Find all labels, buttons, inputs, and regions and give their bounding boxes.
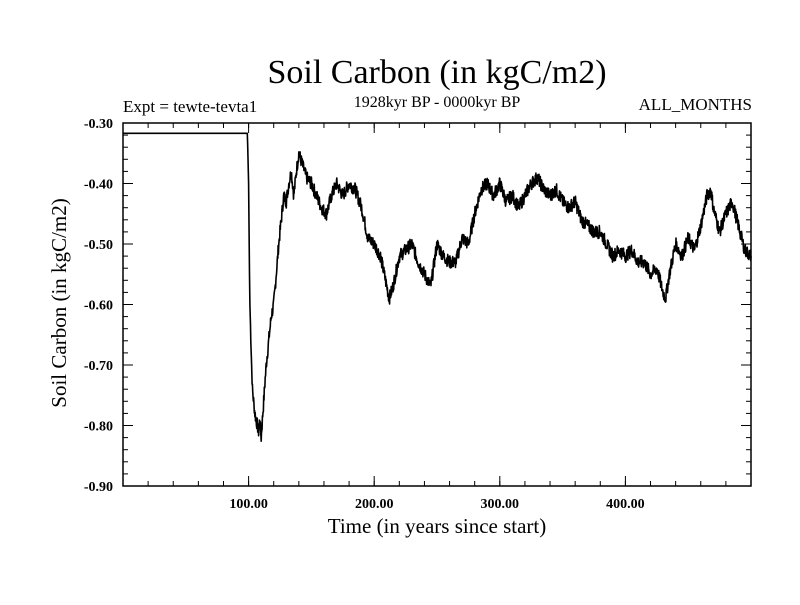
x-axis-label: Time (in years since start) [328, 514, 547, 538]
y-tick-label: -0.90 [84, 480, 113, 495]
experiment-label: Expt = tewte-tevta1 [123, 97, 257, 116]
x-axis: 100.00 200.00 300.00 400.00 [147, 123, 727, 512]
y-tick-label: -0.60 [84, 299, 113, 314]
plot-area [122, 122, 752, 487]
x-tick-label: 200.00 [355, 497, 394, 512]
y-tick-label: -0.50 [84, 238, 113, 253]
plot-frame [122, 122, 752, 487]
x-tick-label: 100.00 [229, 497, 268, 512]
series-line [123, 132, 752, 443]
y-tick-label: -0.70 [84, 359, 113, 374]
chart-subtitle: 1928kyr BP - 0000kyr BP [354, 94, 521, 111]
y-tick-label: -0.40 [84, 178, 113, 193]
y-axis-label: Soil Carbon (in kgC/m2) [47, 198, 71, 407]
season-label: ALL_MONTHS [639, 95, 752, 114]
y-tick-label: -0.30 [84, 117, 113, 132]
x-tick-label: 300.00 [481, 497, 520, 512]
y-tick-label: -0.80 [84, 420, 113, 435]
x-tick-label: 400.00 [606, 497, 645, 512]
series-group [123, 132, 752, 443]
y-axis: -0.30 -0.40 -0.50 -0.60 -0.70 -0.80 -0.90 [84, 117, 751, 495]
chart-title: Soil Carbon (in kgC/m2) [267, 54, 606, 91]
